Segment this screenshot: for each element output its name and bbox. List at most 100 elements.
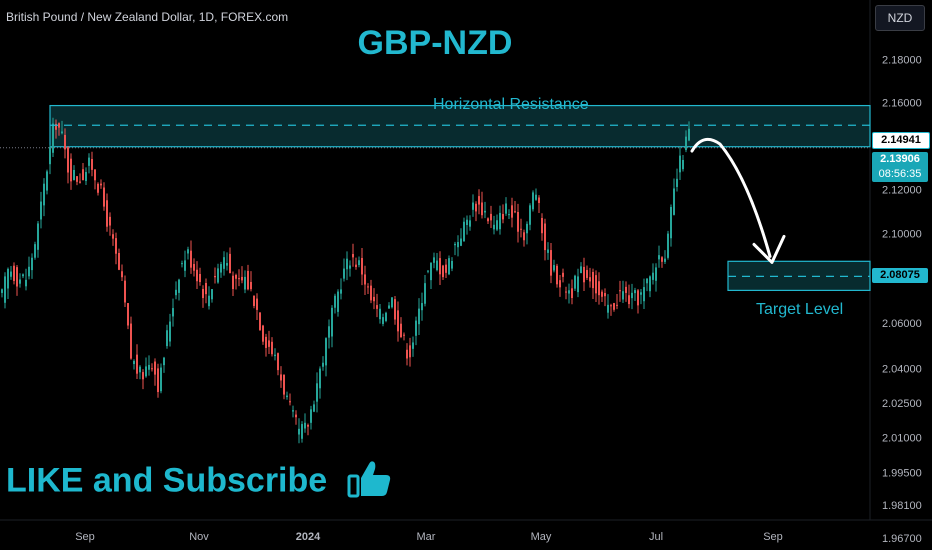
- candle-body: [577, 276, 579, 293]
- candle-body: [76, 176, 78, 182]
- candle-body: [469, 220, 471, 227]
- candle-body: [178, 279, 180, 293]
- y-tick-label: 1.98100: [882, 500, 922, 512]
- candle-body: [376, 305, 378, 309]
- candle-body: [598, 281, 600, 296]
- candle-body: [586, 270, 588, 278]
- candle-body: [220, 264, 222, 273]
- candle-body: [334, 295, 336, 308]
- candle-body: [274, 354, 276, 357]
- candle-body: [397, 310, 399, 332]
- candle-body: [523, 232, 525, 241]
- candle-body: [520, 228, 522, 230]
- candle-body: [7, 268, 9, 289]
- candle-body: [79, 181, 81, 183]
- candle-body: [616, 304, 618, 306]
- candle-body: [205, 282, 207, 295]
- candle-body: [667, 233, 669, 258]
- candle-body: [295, 414, 297, 418]
- candle-body: [241, 276, 243, 281]
- candle-body: [106, 200, 108, 227]
- x-tick-label: Mar: [417, 531, 436, 543]
- candle-body: [13, 265, 15, 281]
- candle-body: [184, 260, 186, 271]
- candle-body: [142, 372, 144, 380]
- candle-body: [10, 271, 12, 277]
- candle-body: [232, 275, 234, 290]
- candle-body: [436, 260, 438, 271]
- candle-body: [112, 234, 114, 239]
- candle-body: [163, 357, 165, 366]
- y-tick-label: 1.99500: [882, 467, 922, 479]
- candle-body: [310, 409, 312, 423]
- candle-body: [337, 291, 339, 312]
- candle-body: [568, 290, 570, 294]
- candle-body: [607, 304, 609, 313]
- candle-body: [244, 276, 246, 290]
- candle-body: [118, 252, 120, 270]
- candle-body: [550, 250, 552, 276]
- candle-body: [565, 291, 567, 293]
- candle-body: [301, 424, 303, 439]
- candle-body: [442, 265, 444, 278]
- candle-body: [325, 338, 327, 366]
- candle-body: [124, 280, 126, 303]
- candle-body: [643, 287, 645, 302]
- candle-body: [385, 312, 387, 321]
- y-tick-label: 2.12000: [882, 184, 922, 196]
- candle-body: [481, 202, 483, 216]
- candle-body: [574, 275, 576, 289]
- projection-arrow: [690, 137, 772, 258]
- candle-body: [421, 303, 423, 311]
- candle-body: [358, 260, 360, 266]
- candle-body: [532, 192, 534, 210]
- cta-text: LIKE and Subscribe: [6, 461, 328, 500]
- candle-body: [226, 263, 228, 266]
- candle-body: [391, 297, 393, 308]
- candle-body: [55, 123, 57, 130]
- candle-body: [670, 206, 672, 239]
- candle-body: [379, 308, 381, 320]
- candle-body: [52, 123, 54, 153]
- currency-badge[interactable]: NZD: [875, 5, 925, 31]
- candle-body: [175, 289, 177, 296]
- candle-body: [223, 257, 225, 269]
- candle-body: [370, 285, 372, 301]
- candle-body: [580, 266, 582, 274]
- y-tick-label: 2.18000: [882, 54, 922, 66]
- candle-body: [319, 368, 321, 389]
- candle-body: [217, 268, 219, 283]
- candle-body: [166, 330, 168, 347]
- candle-body: [187, 249, 189, 254]
- candle-body: [151, 368, 153, 370]
- candle-body: [388, 305, 390, 309]
- candle-body: [64, 134, 66, 150]
- candle-body: [271, 341, 273, 355]
- candle-body: [604, 293, 606, 297]
- candle-body: [256, 298, 258, 310]
- y-tick-label: 2.16000: [882, 97, 922, 109]
- candle-body: [466, 219, 468, 226]
- candle-body: [445, 264, 447, 273]
- candle-body: [646, 278, 648, 284]
- candle-body: [349, 265, 351, 269]
- candle-body: [265, 336, 267, 348]
- candle-body: [460, 238, 462, 246]
- resistance-price-tag: 2.14941: [872, 132, 930, 149]
- target-label: Target Level: [756, 301, 844, 318]
- x-tick-label: Sep: [763, 531, 783, 543]
- candle-body: [463, 221, 465, 242]
- candle-body: [448, 258, 450, 275]
- candle-body: [613, 303, 615, 310]
- candle-body: [28, 266, 30, 277]
- candle-body: [412, 342, 414, 349]
- candle-body: [268, 340, 270, 347]
- candle-body: [511, 205, 513, 218]
- candle-body: [109, 216, 111, 226]
- candle-body: [592, 271, 594, 289]
- candle-body: [409, 345, 411, 358]
- candle-body: [37, 223, 39, 250]
- candle-body: [31, 257, 33, 271]
